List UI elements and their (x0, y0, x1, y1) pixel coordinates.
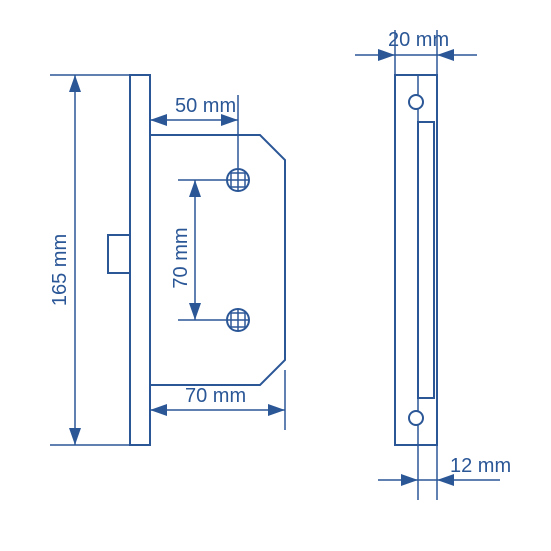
spindle-hole-upper (227, 169, 249, 191)
dim-50mm-label: 50 mm (175, 95, 236, 117)
dim-12mm-label: 12 mm (450, 455, 511, 477)
screw-hole-bottom (409, 411, 423, 425)
dim-20mm: 20 mm (355, 29, 477, 75)
dim-12mm: 12 mm (378, 445, 511, 500)
screw-hole-top (409, 95, 423, 109)
latch-bolt (108, 235, 130, 273)
faceplate (130, 75, 150, 445)
dim-20mm-label: 20 mm (388, 29, 449, 51)
dim-70mm-horizontal-label: 70 mm (185, 385, 246, 407)
dim-70mm-vertical-label: 70 mm (170, 227, 192, 288)
spindle-hole-lower (227, 309, 249, 331)
lock-dimension-diagram: 165 mm 50 mm 70 mm 70 mm 20 mm (0, 0, 551, 551)
forend-inner (418, 122, 434, 398)
dim-165mm-label: 165 mm (49, 234, 71, 306)
